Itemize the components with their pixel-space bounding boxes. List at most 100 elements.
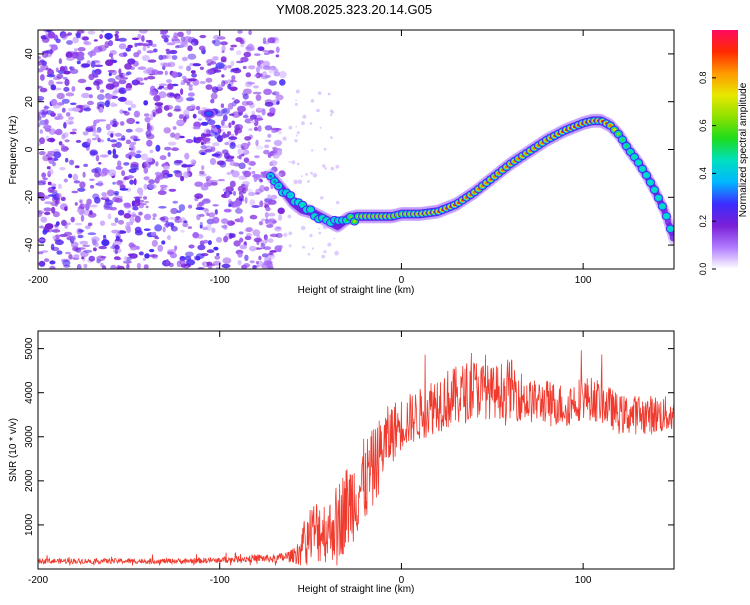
noise-blob [164,146,172,151]
noise-blob [237,105,246,113]
noise-blob [263,88,272,96]
ridge-point [640,167,644,171]
noise-blob [259,179,263,183]
noise-blob [165,259,170,266]
y-tick-label: 0 [24,146,35,152]
noise-blob [76,32,81,39]
noise-blob [222,131,226,139]
noise-blob [188,244,195,249]
noise-blob [126,225,131,234]
noise-blob [67,32,73,36]
noise-blob [230,44,238,48]
figure-title: YM08.2025.323.20.14.G05 [276,2,432,17]
noise-blob [40,216,48,223]
noise-blob [242,93,249,100]
noise-blob [54,239,64,246]
snr-marks [38,350,674,567]
noise-blob [65,222,72,226]
noise-blob [260,242,265,250]
noise-dot [311,247,314,250]
noise-blob [143,213,152,221]
noise-blob [250,120,256,124]
noise-blob [201,165,205,171]
noise-blob [111,229,120,234]
noise-blob [143,77,148,81]
noise-blob [54,234,60,240]
noise-blob [117,219,125,225]
noise-blob [212,56,219,61]
noise-blob [265,74,271,78]
noise-blob [248,30,252,36]
noise-blob [208,212,216,218]
noise-blob [103,235,107,243]
noise-blob [125,47,132,52]
noise-blob [155,144,161,152]
noise-blob [136,150,142,154]
noise-blob [165,51,172,55]
noise-blob [187,45,193,52]
noise-blob [200,142,204,145]
noise-blob [118,37,127,42]
ridge-point [277,184,281,188]
noise-blob [98,162,102,165]
noise-blob [212,260,222,266]
noise-blob [61,107,66,113]
colorbar-tick-label: 0.8 [698,72,708,85]
noise-blob [226,131,232,136]
noise-blob [99,34,103,40]
noise-blob [65,92,75,97]
noise-blob [230,60,235,67]
noise-blob [50,84,57,91]
noise-dot [318,231,322,235]
noise-blob [73,254,80,258]
noise-blob [203,262,207,268]
noise-dot [283,232,288,237]
noise-blob [253,85,259,89]
noise-blob [167,83,174,90]
colorbar-tick-label: 0.4 [698,167,708,180]
noise-blob [94,172,101,178]
noise-blob [215,236,223,243]
noise-blob [192,126,201,130]
noise-blob [149,113,154,121]
noise-blob [51,111,55,116]
noise-blob [237,185,245,193]
noise-blob [214,209,218,215]
noise-blob [109,206,118,211]
noise-blob [114,88,118,92]
noise-blob [229,142,236,149]
ridge-point [648,181,652,184]
noise-blob [47,137,56,143]
noise-blob [70,102,77,106]
noise-dot [321,254,326,259]
noise-dot [296,131,300,135]
noise-blob [107,213,112,220]
noise-blob [229,180,236,188]
noise-blob [56,73,64,79]
ridge-point [608,124,612,127]
noise-blob [151,239,158,247]
noise-blob [213,39,221,47]
noise-blob [109,139,118,143]
noise-blob [170,207,178,215]
noise-blob [55,200,60,205]
noise-blob [154,236,160,240]
noise-blob [255,145,264,150]
noise-dot [327,242,332,247]
spectrogram-xlabel: Height of straight line (km) [298,285,415,296]
noise-blob [105,59,114,66]
noise-blob [73,180,81,184]
noise-blob [68,173,73,179]
noise-blob [225,191,230,198]
noise-blob [149,248,155,253]
noise-blob [229,113,235,116]
noise-blob [174,245,178,251]
noise-blob [249,214,258,220]
noise-blob [183,36,192,43]
ridge-point [309,208,313,212]
noise-blob [129,179,135,185]
ridge-point [664,214,668,218]
ridge-point [289,193,293,197]
noise-blob [205,68,215,76]
noise-blob [154,224,163,232]
